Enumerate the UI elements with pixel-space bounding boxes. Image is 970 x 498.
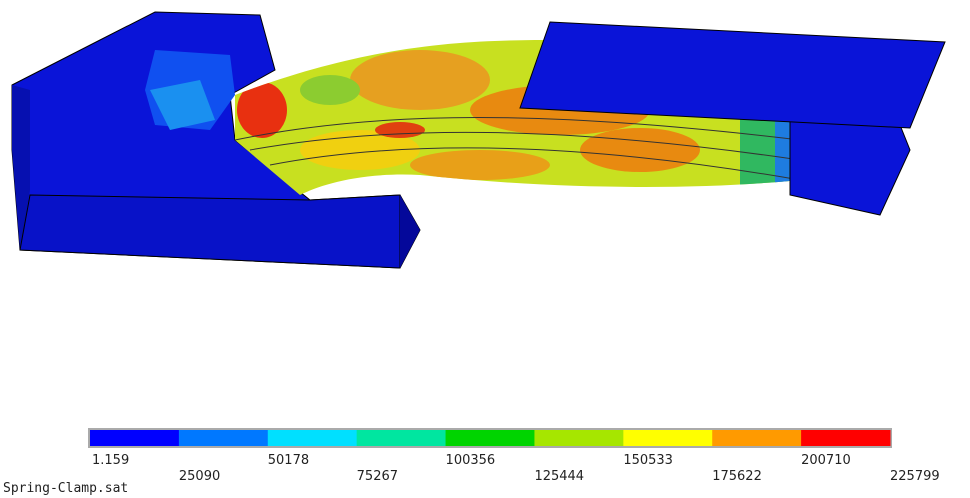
- legend-swatch: [623, 430, 712, 446]
- legend-label: 75267: [357, 469, 398, 484]
- filename: Spring-Clamp.sat: [3, 481, 128, 496]
- model: [12, 12, 945, 268]
- legend-label: 175622: [712, 469, 762, 484]
- page: 1.159 25090 50178 75267 100356 125444 150533 17…: [0, 0, 970, 498]
- legend-label: 25090: [179, 469, 220, 484]
- legend-label: 100356: [446, 453, 496, 468]
- legend-label: 225799: [890, 469, 940, 484]
- screenshot: 1.159 25090 50178 75267 100356 125444 150533 17…: [0, 0, 970, 498]
- legend-swatch: [801, 430, 890, 446]
- legend-label: 150533: [623, 453, 673, 468]
- legend-swatch: [357, 430, 446, 446]
- legend-swatch: [179, 430, 268, 446]
- legend-label: 1.159: [92, 453, 129, 468]
- legend-label: 200710: [801, 453, 851, 468]
- legend-swatch: [534, 430, 623, 446]
- legend-swatch: [90, 430, 179, 446]
- legend-label: 125444: [534, 469, 584, 484]
- legend-swatch: [712, 430, 801, 446]
- legend-label: 50178: [268, 453, 309, 468]
- color-legend: 1.159 25090 50178 75267 100356 125444 150533 17…: [89, 429, 940, 484]
- legend-swatch: [446, 430, 535, 446]
- legend-swatch: [268, 430, 357, 446]
